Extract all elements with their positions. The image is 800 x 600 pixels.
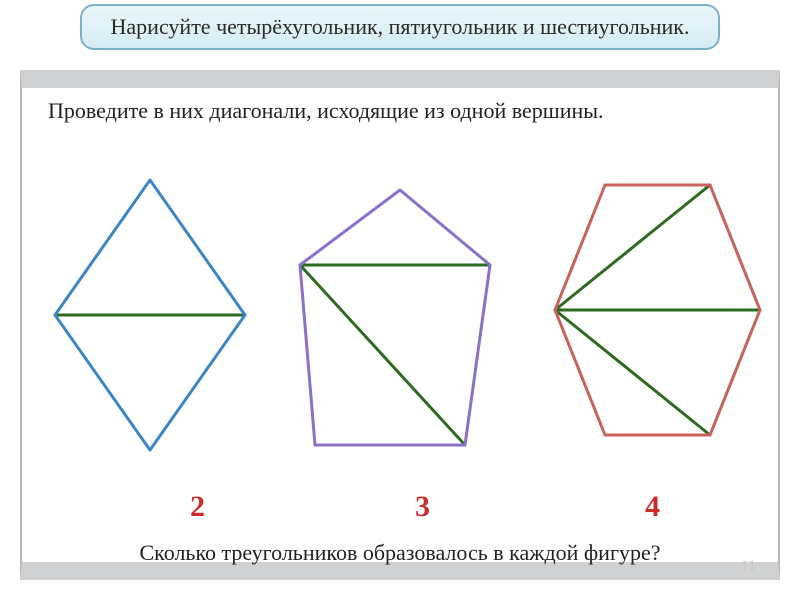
title-box: Нарисуйте четырёхугольник, пятиугольник … xyxy=(80,4,720,50)
slide-number: 11 xyxy=(741,558,756,576)
shapes-svg xyxy=(30,150,770,470)
instruction-text: Проведите в них диагонали, исходящие из … xyxy=(48,98,752,124)
figures-area xyxy=(30,150,770,510)
title-text: Нарисуйте четырёхугольник, пятиугольник … xyxy=(111,14,690,39)
question-text: Сколько треугольников образовалось в каж… xyxy=(40,540,760,566)
